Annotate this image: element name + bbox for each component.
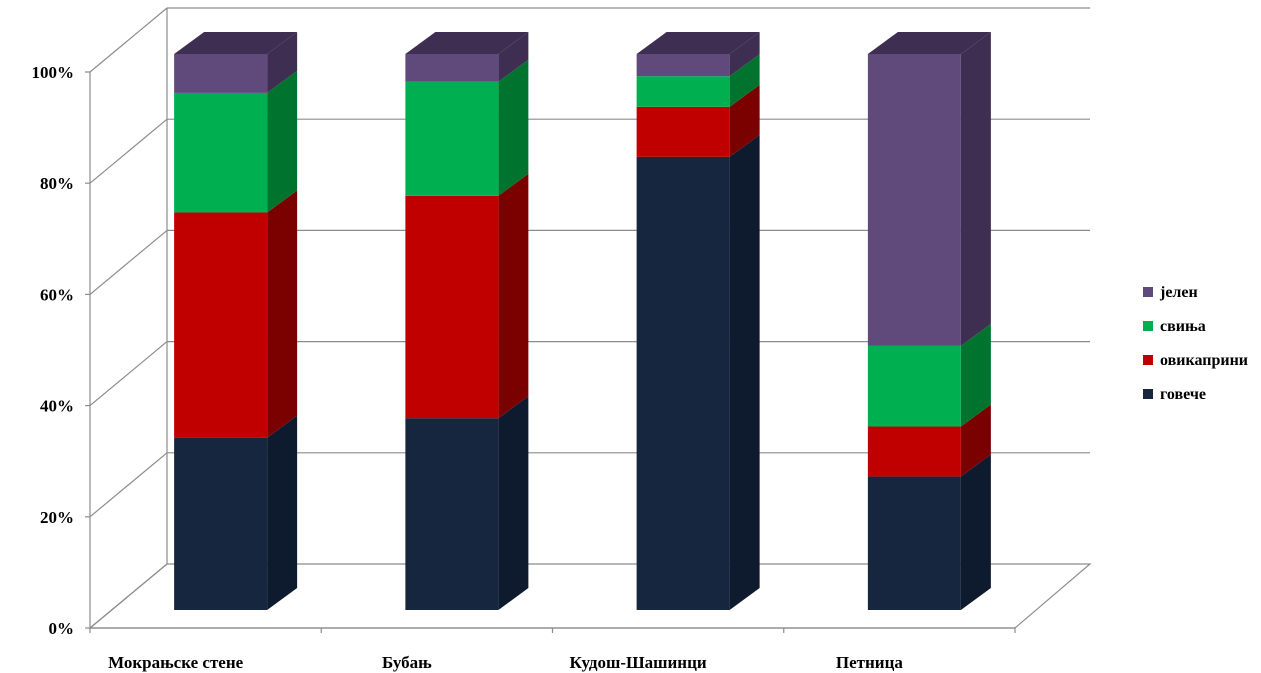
bar-segment	[867, 426, 961, 477]
y-tick-label: 20%	[40, 508, 74, 527]
bar-top	[405, 32, 529, 54]
bar-stack	[174, 32, 298, 610]
legend-swatch	[1143, 389, 1153, 399]
bar-top	[636, 32, 760, 54]
y-tick-label: 80%	[40, 174, 74, 193]
legend-swatch	[1143, 287, 1153, 297]
x-tick-label: Мокрањске стене	[108, 653, 244, 672]
bar-segment	[867, 54, 961, 346]
legend-swatch	[1143, 355, 1153, 365]
bar-side	[267, 190, 298, 438]
legend-label: јелен	[1159, 284, 1198, 301]
bars	[174, 32, 991, 611]
bar-segment	[405, 195, 499, 419]
left-wall-gridline	[89, 452, 168, 518]
bar-side	[498, 173, 529, 419]
y-axis: 0% 20% 40% 60% 80% 100%	[32, 63, 91, 638]
x-axis: Мокрањске стене Бубањ Кудош-Шашинци Петница	[89, 627, 1016, 672]
bar-segment	[636, 54, 730, 77]
bar-segment	[867, 345, 961, 427]
bar-side	[498, 32, 529, 82]
legend: јелен свиња овикаприни говече	[1143, 284, 1248, 403]
left-wall-gridline	[89, 341, 168, 407]
legend-swatch	[1143, 321, 1153, 331]
bar-segment	[636, 106, 730, 157]
y-tick-label: 0%	[49, 619, 75, 638]
bar-segment	[174, 437, 268, 610]
bar-side	[267, 32, 298, 93]
bar-side	[267, 415, 298, 610]
bar-side	[960, 32, 991, 346]
bar-segment	[405, 81, 499, 196]
legend-label: свиња	[1160, 318, 1206, 335]
bar-segment	[174, 212, 268, 438]
bar-stack	[867, 32, 991, 610]
bar-side	[960, 323, 991, 427]
bar-side	[267, 70, 298, 213]
x-tick-label: Бубањ	[382, 653, 432, 672]
bar-top	[867, 32, 991, 54]
y-tick-label: 100%	[32, 63, 75, 82]
bar-side	[960, 454, 991, 610]
bar-stack	[636, 32, 760, 611]
bar-side	[498, 59, 529, 196]
bar-side	[498, 396, 529, 610]
bar-segment	[636, 156, 730, 611]
bar-segment	[405, 418, 499, 610]
left-wall-gridline	[89, 118, 168, 184]
x-tick-label: Кудош-Шашинци	[570, 653, 707, 672]
bar-segment	[174, 54, 268, 93]
legend-label: говече	[1160, 386, 1206, 403]
left-wall-gridline	[89, 229, 168, 295]
y-tick-label: 60%	[40, 285, 74, 304]
bar-segment	[867, 476, 961, 610]
bar-segment	[405, 54, 499, 82]
bar-side	[729, 84, 760, 157]
bar-segment	[636, 76, 730, 107]
bar-side	[729, 134, 760, 611]
y-tick-label: 40%	[40, 397, 74, 416]
bar-top	[174, 32, 298, 54]
legend-label: овикаприни	[1160, 352, 1248, 369]
bar-side	[729, 32, 760, 77]
bar-side	[960, 404, 991, 477]
x-tick-label: Петница	[836, 653, 904, 672]
bar-side	[729, 54, 760, 107]
left-wall-gridline	[89, 7, 168, 73]
bar-stack	[405, 32, 529, 610]
bar-segment	[174, 92, 268, 213]
